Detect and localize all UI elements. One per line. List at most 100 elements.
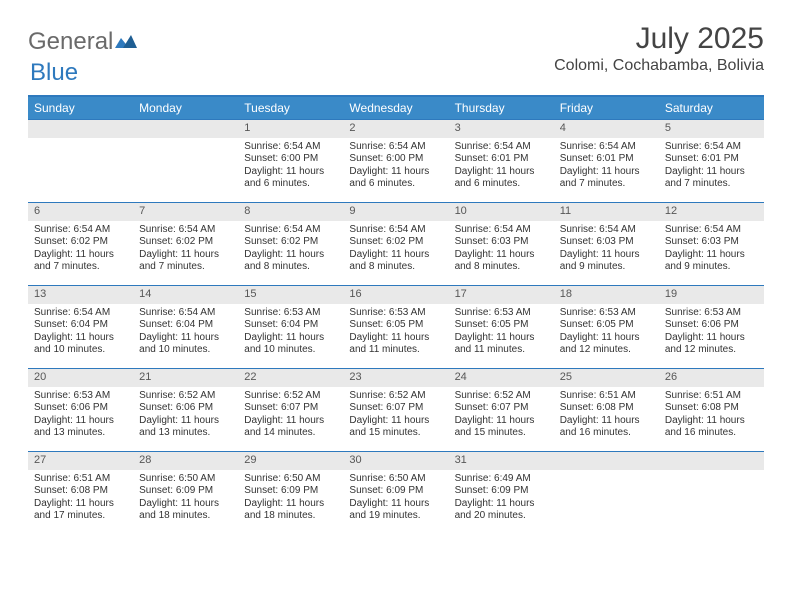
info-line: Sunset: 6:00 PM — [244, 153, 337, 166]
info-line: Sunrise: 6:54 AM — [34, 224, 127, 237]
info-line: Daylight: 11 hours — [560, 166, 653, 179]
info-line: Sunrise: 6:54 AM — [244, 141, 337, 154]
info-line: Daylight: 11 hours — [244, 415, 337, 428]
day-info: Sunrise: 6:52 AMSunset: 6:07 PMDaylight:… — [449, 387, 554, 444]
day-number: 24 — [449, 369, 554, 387]
info-line: Sunrise: 6:50 AM — [349, 473, 442, 486]
calendar-cell: 19Sunrise: 6:53 AMSunset: 6:06 PMDayligh… — [659, 286, 764, 369]
day-info: Sunrise: 6:54 AMSunset: 6:03 PMDaylight:… — [554, 221, 659, 278]
info-line: Sunset: 6:09 PM — [139, 485, 232, 498]
day-info: Sunrise: 6:54 AMSunset: 6:01 PMDaylight:… — [554, 138, 659, 195]
info-line: Sunset: 6:07 PM — [244, 402, 337, 415]
info-line: Sunset: 6:03 PM — [455, 236, 548, 249]
info-line: Sunset: 6:06 PM — [665, 319, 758, 332]
calendar-cell: 26Sunrise: 6:51 AMSunset: 6:08 PMDayligh… — [659, 369, 764, 452]
info-line: Sunset: 6:03 PM — [665, 236, 758, 249]
info-line: Sunrise: 6:54 AM — [455, 141, 548, 154]
day-number: 26 — [659, 369, 764, 387]
day-info: Sunrise: 6:53 AMSunset: 6:04 PMDaylight:… — [238, 304, 343, 361]
day-info: Sunrise: 6:49 AMSunset: 6:09 PMDaylight:… — [449, 470, 554, 527]
info-line: and 7 minutes. — [34, 261, 127, 274]
day-info: Sunrise: 6:54 AMSunset: 6:02 PMDaylight:… — [28, 221, 133, 278]
info-line: Sunrise: 6:52 AM — [455, 390, 548, 403]
info-line: and 10 minutes. — [34, 344, 127, 357]
info-line: and 11 minutes. — [349, 344, 442, 357]
calendar-cell: 4Sunrise: 6:54 AMSunset: 6:01 PMDaylight… — [554, 120, 659, 203]
info-line: and 18 minutes. — [139, 510, 232, 523]
info-line: and 14 minutes. — [244, 427, 337, 440]
day-number-empty — [133, 120, 238, 138]
day-info: Sunrise: 6:54 AMSunset: 6:01 PMDaylight:… — [449, 138, 554, 195]
day-info: Sunrise: 6:53 AMSunset: 6:05 PMDaylight:… — [343, 304, 448, 361]
day-number-empty — [554, 452, 659, 470]
logo: General — [28, 22, 139, 56]
calendar-cell: 21Sunrise: 6:52 AMSunset: 6:06 PMDayligh… — [133, 369, 238, 452]
day-number: 16 — [343, 286, 448, 304]
info-line: and 19 minutes. — [349, 510, 442, 523]
calendar-cell: 3Sunrise: 6:54 AMSunset: 6:01 PMDaylight… — [449, 120, 554, 203]
day-info: Sunrise: 6:54 AMSunset: 6:03 PMDaylight:… — [449, 221, 554, 278]
day-number-empty — [659, 452, 764, 470]
calendar-cell: 18Sunrise: 6:53 AMSunset: 6:05 PMDayligh… — [554, 286, 659, 369]
day-info: Sunrise: 6:54 AMSunset: 6:01 PMDaylight:… — [659, 138, 764, 195]
info-line: Daylight: 11 hours — [665, 415, 758, 428]
info-line: and 10 minutes. — [139, 344, 232, 357]
info-line: Sunrise: 6:50 AM — [244, 473, 337, 486]
calendar-cell: 1Sunrise: 6:54 AMSunset: 6:00 PMDaylight… — [238, 120, 343, 203]
info-line: Sunset: 6:05 PM — [455, 319, 548, 332]
info-line: and 6 minutes. — [455, 178, 548, 191]
day-info: Sunrise: 6:54 AMSunset: 6:00 PMDaylight:… — [343, 138, 448, 195]
info-line: Daylight: 11 hours — [665, 332, 758, 345]
location-subtitle: Colomi, Cochabamba, Bolivia — [554, 57, 764, 75]
info-line: Sunrise: 6:53 AM — [455, 307, 548, 320]
day-info: Sunrise: 6:52 AMSunset: 6:07 PMDaylight:… — [343, 387, 448, 444]
info-line: Daylight: 11 hours — [139, 498, 232, 511]
info-line: Daylight: 11 hours — [665, 166, 758, 179]
day-info: Sunrise: 6:51 AMSunset: 6:08 PMDaylight:… — [28, 470, 133, 527]
info-line: Daylight: 11 hours — [34, 249, 127, 262]
info-line: Sunset: 6:06 PM — [139, 402, 232, 415]
info-line: Daylight: 11 hours — [560, 415, 653, 428]
info-line: and 6 minutes. — [244, 178, 337, 191]
info-line: and 15 minutes. — [455, 427, 548, 440]
day-number: 27 — [28, 452, 133, 470]
info-line: and 20 minutes. — [455, 510, 548, 523]
day-info: Sunrise: 6:54 AMSunset: 6:04 PMDaylight:… — [133, 304, 238, 361]
info-line: Daylight: 11 hours — [139, 415, 232, 428]
day-info: Sunrise: 6:52 AMSunset: 6:06 PMDaylight:… — [133, 387, 238, 444]
info-line: Sunrise: 6:54 AM — [560, 141, 653, 154]
info-line: and 15 minutes. — [349, 427, 442, 440]
info-line: and 8 minutes. — [244, 261, 337, 274]
info-line: and 16 minutes. — [560, 427, 653, 440]
calendar-cell: 24Sunrise: 6:52 AMSunset: 6:07 PMDayligh… — [449, 369, 554, 452]
calendar-cell: 25Sunrise: 6:51 AMSunset: 6:08 PMDayligh… — [554, 369, 659, 452]
calendar-cell: 12Sunrise: 6:54 AMSunset: 6:03 PMDayligh… — [659, 203, 764, 286]
calendar-cell: 2Sunrise: 6:54 AMSunset: 6:00 PMDaylight… — [343, 120, 448, 203]
info-line: and 7 minutes. — [665, 178, 758, 191]
info-line: Sunset: 6:00 PM — [349, 153, 442, 166]
calendar-cell: 27Sunrise: 6:51 AMSunset: 6:08 PMDayligh… — [28, 452, 133, 535]
info-line: and 11 minutes. — [455, 344, 548, 357]
day-number-empty — [28, 120, 133, 138]
info-line: Sunrise: 6:54 AM — [349, 224, 442, 237]
info-line: and 10 minutes. — [244, 344, 337, 357]
day-number: 13 — [28, 286, 133, 304]
calendar-cell: 14Sunrise: 6:54 AMSunset: 6:04 PMDayligh… — [133, 286, 238, 369]
info-line: Sunset: 6:09 PM — [349, 485, 442, 498]
info-line: Daylight: 11 hours — [455, 498, 548, 511]
info-line: Sunset: 6:07 PM — [349, 402, 442, 415]
info-line: Sunrise: 6:53 AM — [34, 390, 127, 403]
info-line: Daylight: 11 hours — [349, 415, 442, 428]
info-line: Sunrise: 6:51 AM — [560, 390, 653, 403]
calendar-cell — [554, 452, 659, 535]
info-line: and 12 minutes. — [665, 344, 758, 357]
info-line: Sunset: 6:02 PM — [244, 236, 337, 249]
calendar-cell: 29Sunrise: 6:50 AMSunset: 6:09 PMDayligh… — [238, 452, 343, 535]
day-number: 28 — [133, 452, 238, 470]
calendar-cell: 5Sunrise: 6:54 AMSunset: 6:01 PMDaylight… — [659, 120, 764, 203]
day-number: 10 — [449, 203, 554, 221]
info-line: Daylight: 11 hours — [244, 498, 337, 511]
dow-thursday: Thursday — [449, 96, 554, 120]
info-line: Daylight: 11 hours — [560, 249, 653, 262]
day-number: 18 — [554, 286, 659, 304]
